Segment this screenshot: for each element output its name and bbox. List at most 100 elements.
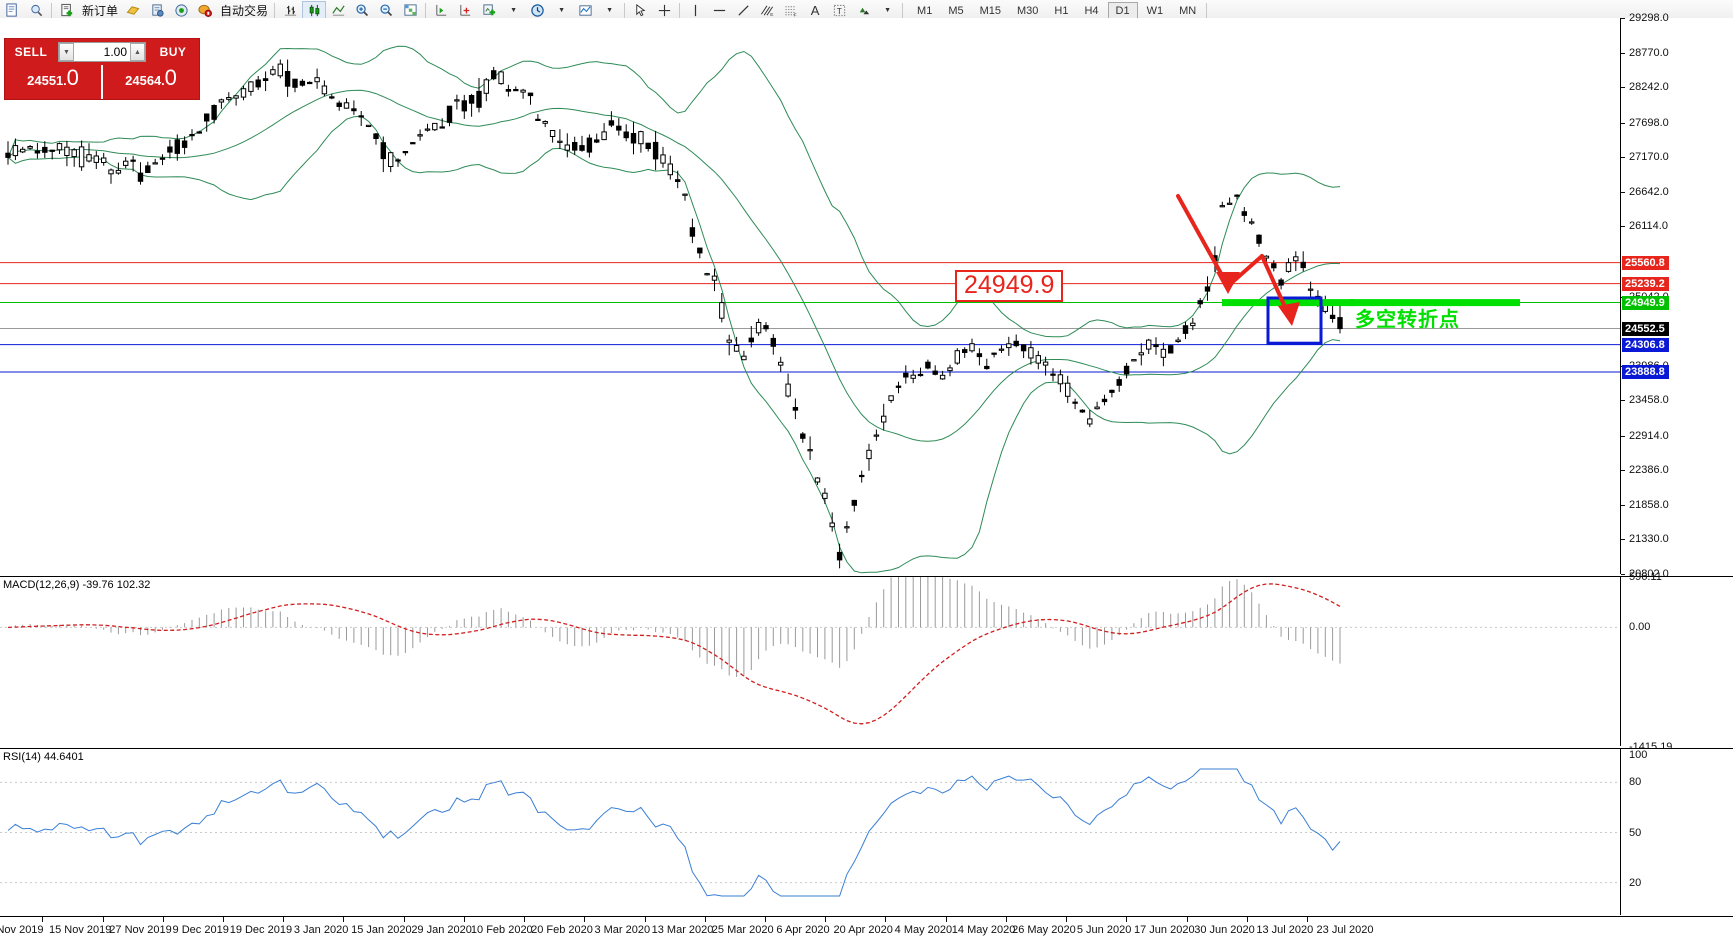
- macd-chart-svg: [0, 577, 1620, 725]
- buy-price-main: 24564: [125, 73, 162, 88]
- templates-icon[interactable]: [573, 1, 597, 21]
- zoom-in-icon[interactable]: [350, 1, 374, 21]
- price-axis[interactable]: 29298.0 28770.0 28242.0 27698.0 27170.0 26642…: [1620, 12, 1733, 580]
- date-tick: [584, 917, 586, 922]
- sell-price-last: 0: [66, 65, 79, 90]
- add-indicator-icon[interactable]: [477, 1, 501, 21]
- toolbar-separator: [51, 2, 52, 19]
- indicator-dropdown-caret[interactable]: ▼: [510, 7, 517, 14]
- price-axis-label: 27170.0: [1629, 151, 1669, 164]
- sell-price-dot: .: [63, 74, 67, 88]
- sell-label[interactable]: SELL: [14, 45, 48, 59]
- volume-increment-button[interactable]: ▲: [130, 43, 145, 61]
- rsi-plot-area[interactable]: [0, 749, 1620, 915]
- axis-tick: [1621, 470, 1625, 472]
- bar-chart-icon[interactable]: [278, 1, 302, 21]
- price-plot-area[interactable]: [0, 18, 1620, 574]
- date-axis-label: 25 Mar 2020: [711, 924, 774, 936]
- new-order-label[interactable]: 新订单: [82, 4, 119, 18]
- chart-autoscroll-icon[interactable]: [453, 1, 477, 21]
- timeframe-m1[interactable]: M1: [917, 4, 933, 17]
- chinese-annotation-label: 多空转折点: [1355, 309, 1460, 331]
- arrows-dropdown-caret[interactable]: ▼: [884, 7, 891, 14]
- new-chart-icon[interactable]: [0, 1, 24, 21]
- toolbar-separator: [274, 2, 276, 19]
- date-axis-label: 17 Jun 2020: [1134, 924, 1195, 936]
- date-tick: [1246, 917, 1248, 922]
- svg-text:T: T: [836, 6, 841, 16]
- svg-text:F: F: [794, 13, 797, 18]
- one-click-trading-panel[interactable]: SELL ▼ 1.00 ▲ BUY 24551 . 0 24564 . 0: [4, 38, 200, 100]
- alerts-icon[interactable]: [145, 1, 169, 21]
- date-tick: [403, 917, 405, 922]
- text-box-icon[interactable]: T: [827, 1, 851, 21]
- price-axis-label: 21858.0: [1629, 498, 1669, 511]
- arrows-icon[interactable]: [851, 1, 875, 21]
- fibonacci-icon[interactable]: F: [779, 1, 803, 21]
- macd-label: MACD(12,26,9) -39.76 102.32: [3, 579, 151, 591]
- price-level-chip: 24306.8: [1622, 337, 1669, 352]
- timeframe-m30[interactable]: M30: [1017, 4, 1039, 17]
- toolbar-separator: [902, 2, 904, 19]
- main-price-pane: 29298.0 28770.0 28242.0 27698.0 27170.0 26642…: [0, 12, 1733, 580]
- text-label-icon[interactable]: A: [810, 3, 820, 18]
- buy-label[interactable]: BUY: [159, 45, 187, 59]
- price-axis-label: 29298.0: [1629, 12, 1669, 24]
- timeframe-w1[interactable]: W1: [1146, 4, 1164, 17]
- chart-shift-icon[interactable]: [429, 1, 453, 21]
- date-axis-label: 30 Jun 2020: [1194, 924, 1255, 936]
- timeframe-h1[interactable]: H1: [1054, 4, 1069, 17]
- trendline-icon[interactable]: [731, 1, 755, 21]
- horizontal-line-icon[interactable]: [707, 1, 731, 21]
- timeframe-h4[interactable]: H4: [1084, 4, 1099, 17]
- new-order-icon[interactable]: [55, 1, 79, 21]
- volume-decrement-button[interactable]: ▼: [59, 43, 74, 61]
- price-level-chip: 24552.5: [1622, 321, 1669, 336]
- date-tick: [1005, 917, 1007, 922]
- date-tick: [222, 917, 224, 922]
- profiles-icon[interactable]: [24, 1, 48, 21]
- macd-plot-area[interactable]: [0, 577, 1620, 746]
- date-tick: [704, 917, 706, 922]
- timeframe-m15[interactable]: M15: [979, 4, 1001, 17]
- vertical-line-icon[interactable]: [683, 1, 707, 21]
- autotrade-label[interactable]: 自动交易: [220, 4, 269, 18]
- templates-dropdown-caret[interactable]: ▼: [606, 7, 613, 14]
- axis-tick: [1621, 539, 1625, 541]
- period-clock-icon[interactable]: [525, 1, 549, 21]
- line-chart-icon[interactable]: [326, 1, 350, 21]
- grid-icon[interactable]: [398, 1, 422, 21]
- buy-price-last: 0: [164, 65, 177, 90]
- mailbox-icon[interactable]: [169, 1, 193, 21]
- rsi-label: RSI(14) 44.6401: [3, 751, 84, 763]
- price-axis-label: 21330.0: [1629, 533, 1669, 546]
- crosshair-icon[interactable]: [652, 1, 676, 21]
- sell-button[interactable]: 24551 . 0: [5, 65, 101, 99]
- buy-button[interactable]: 24564 . 0: [101, 65, 199, 99]
- date-tick: [162, 917, 164, 922]
- rsi-axis: 100 80 50 20: [1620, 749, 1733, 915]
- date-axis[interactable]: Nov 2019 15 Nov 2019 27 Nov 2019 9 Dec 2019…: [0, 916, 1733, 943]
- axis-tick: [1621, 18, 1625, 19]
- date-tick: [283, 917, 285, 922]
- date-tick: [1066, 917, 1068, 922]
- period-dropdown-caret[interactable]: ▼: [558, 7, 565, 14]
- zoom-out-icon[interactable]: [374, 1, 398, 21]
- date-tick: [825, 917, 827, 922]
- main-toolbar: 新订单 自动交易: [0, 0, 1733, 22]
- autotrade-icon[interactable]: [193, 1, 217, 21]
- macd-axis: 596.11 0.00 -1415.19: [1620, 571, 1733, 753]
- sell-price-main: 24551: [27, 73, 64, 88]
- history-icon[interactable]: [121, 1, 145, 21]
- volume-value[interactable]: 1.00: [103, 45, 127, 59]
- timeframe-mn[interactable]: MN: [1179, 4, 1197, 17]
- timeframe-m5[interactable]: M5: [948, 4, 964, 17]
- cursor-icon[interactable]: [628, 1, 652, 21]
- price-axis-label: 28242.0: [1629, 81, 1669, 94]
- date-axis-label: 6 Apr 2020: [776, 924, 830, 936]
- date-axis-label: 20 Feb 2020: [531, 924, 593, 936]
- volume-stepper[interactable]: ▼ 1.00 ▲: [58, 42, 146, 62]
- equidistant-channel-icon[interactable]: E: [755, 1, 779, 21]
- timeframe-d1[interactable]: D1: [1107, 1, 1138, 20]
